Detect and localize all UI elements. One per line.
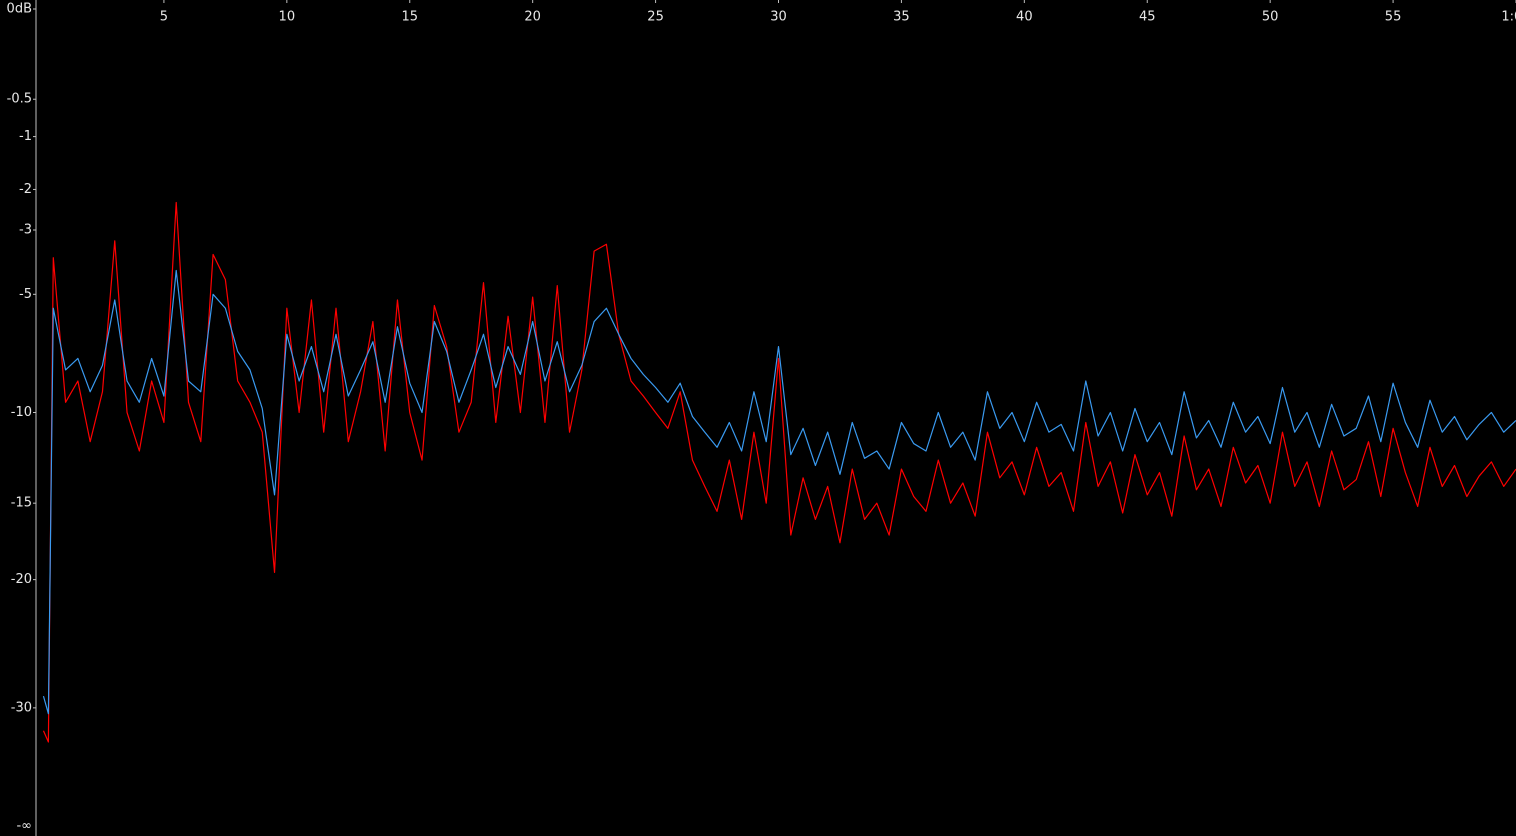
y-tick-label: -2 — [19, 182, 32, 197]
y-tick-label: 0dB — [7, 2, 32, 17]
x-tick-label: 10 — [279, 10, 296, 25]
x-tick-label: 1:00 — [1501, 10, 1516, 25]
y-tick-label: -1 — [19, 129, 32, 144]
x-tick-label: 20 — [524, 10, 541, 25]
x-tick-label: 55 — [1385, 10, 1402, 25]
y-tick-label: -20 — [11, 572, 32, 587]
signal-trace — [42, 201, 1516, 743]
x-tick-label: 5 — [160, 10, 168, 25]
x-tick-label: 45 — [1139, 10, 1156, 25]
x-tick-label: 30 — [770, 10, 787, 25]
x-tick-label: 40 — [1016, 10, 1033, 25]
x-tick-label: 25 — [647, 10, 664, 25]
y-tick-label: -10 — [11, 405, 32, 420]
signal-trace — [42, 269, 1516, 715]
y-tick-label: -0.5 — [7, 92, 32, 107]
y-tick-label: -5 — [19, 287, 32, 302]
x-tick-label: 15 — [401, 10, 418, 25]
y-floor-label: -∞ — [16, 819, 32, 834]
y-tick-label: -15 — [11, 496, 32, 511]
y-tick-label: -30 — [11, 700, 32, 715]
x-tick-label: 35 — [893, 10, 910, 25]
x-tick-label: 50 — [1262, 10, 1279, 25]
y-tick-label: -3 — [19, 222, 32, 237]
